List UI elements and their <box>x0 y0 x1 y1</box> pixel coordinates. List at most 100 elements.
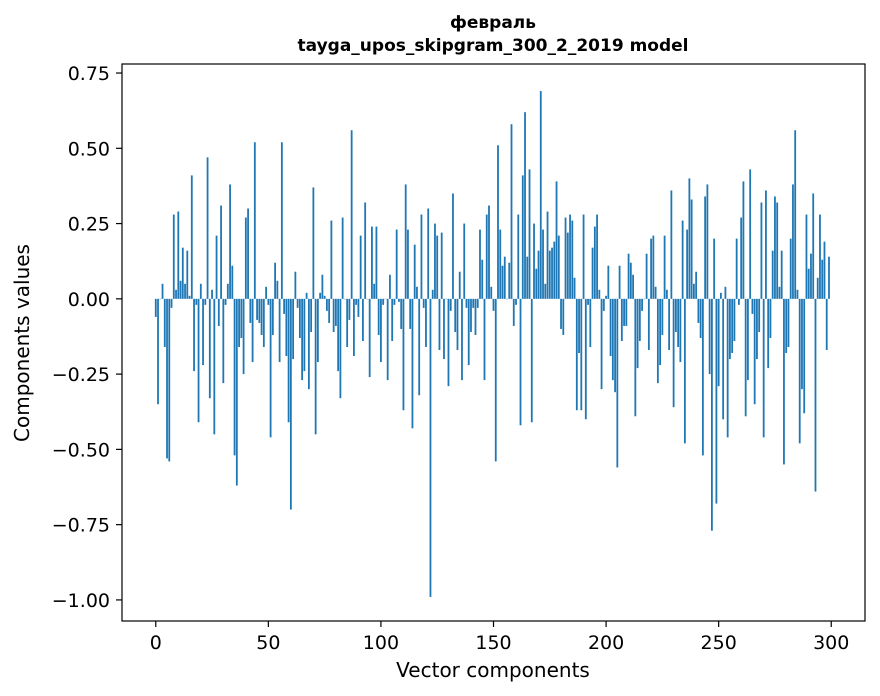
bar-3 <box>161 283 164 299</box>
bar-202 <box>609 298 612 357</box>
bar-70 <box>312 187 315 299</box>
bar-55 <box>278 298 281 363</box>
bar-244 <box>704 196 707 299</box>
bar-241 <box>697 298 700 323</box>
bar-284 <box>794 130 797 299</box>
bar-209 <box>625 298 628 326</box>
bar-63 <box>296 298 299 308</box>
bar-6 <box>168 298 171 462</box>
bar-262 <box>744 298 747 417</box>
bar-203 <box>611 298 614 381</box>
bar-274 <box>771 250 774 299</box>
bar-109 <box>400 298 403 329</box>
bar-93 <box>364 202 367 299</box>
bar-196 <box>596 214 598 299</box>
bar-103 <box>386 298 389 381</box>
bar-91 <box>359 235 362 299</box>
bar-225 <box>661 298 664 335</box>
bar-190 <box>582 214 585 299</box>
bar-151 <box>494 298 497 462</box>
bar-42 <box>249 298 252 323</box>
bar-179 <box>557 235 560 299</box>
bar-278 <box>780 250 783 299</box>
bar-115 <box>413 244 416 299</box>
bar-59 <box>287 298 290 423</box>
bar-35 <box>233 298 236 456</box>
bar-13 <box>184 283 186 299</box>
bar-233 <box>679 298 682 363</box>
bar-282 <box>789 238 792 299</box>
x-tick-label: 300 <box>813 632 849 654</box>
bar-183 <box>566 232 569 299</box>
bar-20 <box>199 283 202 299</box>
bar-148 <box>488 205 490 299</box>
bar-149 <box>490 286 493 299</box>
bar-279 <box>783 298 785 465</box>
bar-227 <box>665 289 668 299</box>
bar-287 <box>801 298 803 390</box>
bar-10 <box>177 211 180 299</box>
bar-40 <box>244 217 247 299</box>
y-tick-label: 0.00 <box>68 289 110 311</box>
bar-57 <box>283 298 286 314</box>
bar-213 <box>634 298 637 417</box>
bar-174 <box>546 211 549 299</box>
bar-259 <box>738 298 740 305</box>
bar-12 <box>181 247 184 299</box>
bar-157 <box>508 262 511 299</box>
bars-group <box>154 91 830 597</box>
bar-22 <box>204 298 207 305</box>
bar-61 <box>292 298 295 360</box>
bar-270 <box>762 298 765 438</box>
bar-31 <box>224 298 227 305</box>
bar-232 <box>677 298 680 348</box>
bar-137 <box>463 223 466 299</box>
bar-237 <box>688 178 691 299</box>
bar-150 <box>492 298 495 311</box>
bar-67 <box>305 292 308 299</box>
bar-41 <box>247 208 249 299</box>
bar-224 <box>659 298 662 366</box>
bar-82 <box>339 298 342 399</box>
bar-152 <box>497 145 499 299</box>
bar-193 <box>589 298 592 348</box>
bar-210 <box>627 253 630 299</box>
bar-88 <box>353 298 355 357</box>
bar-286 <box>798 298 801 444</box>
chart-title: февраль <box>450 13 536 33</box>
x-axis-label: Vector components <box>396 658 590 682</box>
bar-170 <box>537 250 540 299</box>
bar-292 <box>812 193 815 299</box>
bar-66 <box>303 298 306 372</box>
bar-178 <box>555 181 558 299</box>
bar-145 <box>481 259 484 299</box>
bar-269 <box>760 202 763 299</box>
bar-271 <box>765 190 767 299</box>
bar-130 <box>447 298 450 387</box>
bar-293 <box>814 298 817 492</box>
bar-92 <box>362 298 364 341</box>
y-tick-label: 0.75 <box>68 63 110 85</box>
bar-250 <box>717 298 720 387</box>
y-tick-label: 0.25 <box>68 214 110 236</box>
bar-256 <box>731 298 734 354</box>
plot-frame <box>121 63 866 622</box>
bar-116 <box>416 286 418 299</box>
bar-123 <box>431 289 434 299</box>
bar-248 <box>713 238 716 299</box>
bar-260 <box>740 217 743 299</box>
bar-245 <box>706 184 709 299</box>
bar-127 <box>440 232 443 299</box>
bar-135 <box>458 271 461 299</box>
bar-24 <box>208 298 211 399</box>
bar-281 <box>787 298 790 348</box>
bar-239 <box>692 283 695 299</box>
bar-201 <box>607 265 610 299</box>
bar-283 <box>792 184 794 299</box>
bar-38 <box>240 298 243 338</box>
bar-242 <box>699 298 702 338</box>
bar-181 <box>562 298 565 335</box>
bar-182 <box>564 217 567 299</box>
bar-208 <box>623 298 625 326</box>
